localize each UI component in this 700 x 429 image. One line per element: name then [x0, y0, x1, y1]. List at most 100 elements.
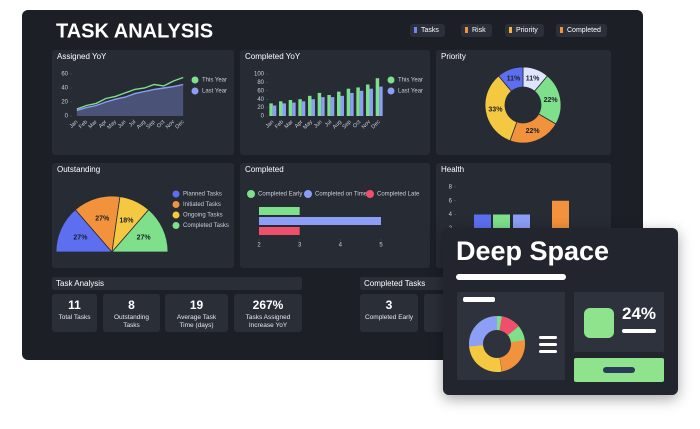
donut-segment	[484, 75, 518, 142]
legend-pill: Risk	[461, 24, 492, 37]
kpi-card: 267% Tasks Assigned Increase YoY	[234, 294, 302, 332]
legend-pill: Completed	[556, 24, 607, 37]
legend-dot	[191, 76, 199, 84]
mini-panel: 24%	[574, 292, 664, 352]
bar	[259, 227, 300, 235]
x-tick-label: Sep	[341, 119, 352, 130]
legend-label: Priority	[516, 27, 538, 34]
legend-icon	[560, 26, 563, 33]
mini-button	[574, 358, 664, 382]
title: TASK ANALYSIS	[56, 20, 213, 42]
kpi-label: Average Task Time (days)	[176, 314, 217, 329]
mini-line	[539, 350, 557, 353]
data-label: 11%	[507, 76, 521, 83]
x-tick-label: Oct	[156, 119, 167, 130]
kpi-label: Outstanding Tasks	[113, 314, 150, 329]
mini-line	[539, 336, 557, 339]
kpi-value: 3	[385, 298, 393, 312]
bar	[259, 207, 300, 215]
pie-segment	[111, 209, 169, 253]
donut-seg	[469, 316, 525, 372]
area	[76, 84, 184, 116]
y-tick-label: 60	[257, 88, 264, 94]
mini-bar	[622, 329, 656, 333]
legend-label: Risk	[472, 27, 486, 34]
bar	[379, 86, 383, 116]
x-tick-label: Sep	[145, 119, 156, 130]
bar	[375, 78, 380, 116]
legend-label: Completed Tasks	[183, 223, 229, 229]
legend-label: Completed Late	[377, 192, 420, 198]
kpi-label: Completed Early	[364, 314, 414, 321]
y-tick-label: 6	[449, 198, 453, 204]
panel-title: Health	[441, 165, 464, 174]
x-tick-label: 5	[379, 243, 383, 249]
legend-dot	[247, 190, 255, 198]
bar	[350, 92, 354, 116]
data-label: 33%	[488, 107, 503, 114]
x-tick-label: Jan	[265, 119, 276, 130]
x-tick-label: Feb	[274, 119, 285, 130]
donut-segment	[498, 66, 524, 92]
mini-bar	[603, 367, 635, 373]
mini-panel	[457, 292, 565, 380]
bar	[288, 100, 293, 116]
mini-line	[539, 343, 557, 346]
legend-label: This Year	[202, 78, 227, 84]
bar	[359, 90, 364, 116]
data-label: 22%	[544, 97, 559, 104]
data-label: 27%	[73, 234, 88, 241]
kpi-value: 267%	[252, 298, 284, 312]
bar	[298, 99, 302, 116]
bar	[330, 97, 335, 116]
y-tick-label: 8	[449, 185, 453, 191]
x-tick-label: 2	[257, 243, 261, 249]
underline	[456, 274, 566, 280]
y-tick-label: 40	[257, 97, 264, 103]
legend-label: Completed	[567, 27, 601, 34]
legend-label: Last Year	[202, 89, 227, 95]
legend-dot	[172, 201, 180, 208]
legend-label: Completed Early	[258, 192, 302, 198]
kpi-value: 8	[128, 298, 135, 312]
panel	[240, 163, 430, 268]
x-tick-label: Feb	[78, 119, 89, 130]
y-tick-label: 0	[65, 114, 69, 120]
legend-dot	[387, 76, 395, 84]
donut-seg	[469, 316, 525, 372]
bar	[337, 91, 341, 116]
x-tick-label: Jul	[324, 119, 333, 128]
panel	[52, 50, 234, 155]
x-tick-label: May	[302, 119, 314, 131]
section-header: Task Analysis	[52, 277, 302, 290]
green-square	[584, 308, 614, 338]
x-tick-label: Oct	[352, 119, 363, 130]
panel-title: Priority	[441, 52, 466, 61]
y-tick-label: 4	[449, 212, 453, 218]
panel	[240, 50, 430, 155]
kpi-label: Total Tasks	[58, 314, 91, 321]
x-tick-label: Nov	[165, 119, 176, 130]
overlay-title: Deep Space	[456, 236, 610, 266]
bar	[308, 95, 312, 116]
mini-donut	[468, 316, 557, 372]
x-tick-label: May	[106, 119, 118, 131]
bar	[346, 88, 351, 116]
x-tick-label: Jul	[128, 119, 137, 128]
stat: 24%	[622, 304, 657, 323]
bar	[321, 97, 325, 116]
data-label: 27%	[95, 216, 110, 223]
overlay-card: Deep Space 24%	[443, 228, 678, 395]
x-tick-label: Jun	[117, 119, 128, 130]
kpi-card: 19 Average Task Time (days)	[165, 294, 228, 332]
bar	[356, 87, 360, 116]
legend-pill: Priority	[505, 24, 544, 37]
data-label: 11%	[526, 76, 540, 83]
y-tick-label: 100	[254, 72, 265, 78]
legend-icon	[414, 26, 417, 33]
x-tick-label: Mar	[284, 119, 295, 130]
panel-title: Completed YoY	[245, 52, 301, 61]
legend-dot	[366, 190, 374, 198]
y-tick-label: 60	[61, 72, 68, 78]
bar	[301, 101, 306, 116]
